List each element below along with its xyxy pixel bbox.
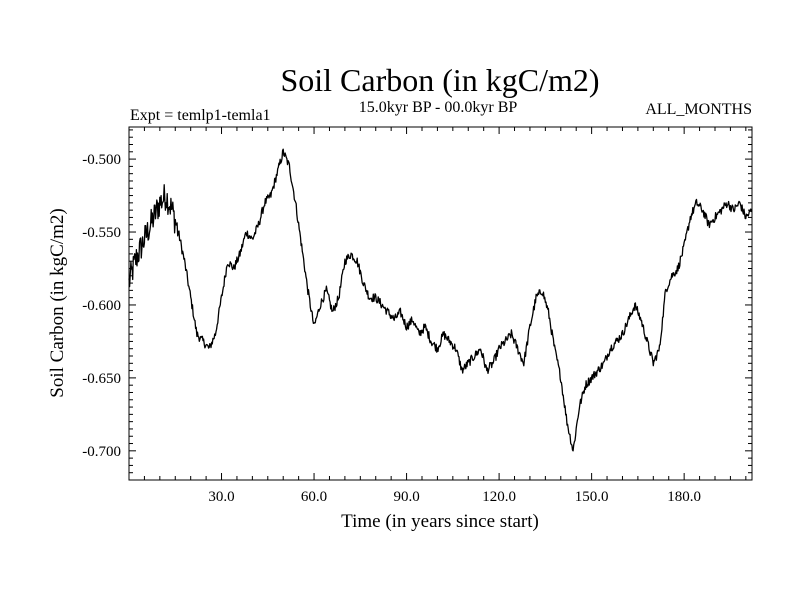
- y-tick-label: -0.700: [82, 444, 121, 460]
- y-tick-label: -0.500: [82, 152, 121, 168]
- y-axis-label: Soil Carbon (in kgC/m2): [47, 208, 68, 397]
- x-axis-ticks: 30.0 60.0 90.0 120.0 150.0 180.0: [143, 127, 747, 505]
- y-tick-label: -0.550: [82, 225, 121, 241]
- x-tick-label: 30.0: [208, 489, 234, 505]
- time-range-label: 15.0kyr BP - 00.0kyr BP: [359, 99, 518, 116]
- y-tick-label: -0.650: [82, 371, 121, 387]
- x-tick-label: 120.0: [482, 489, 516, 505]
- y-axis-ticks: -0.500 -0.550 -0.600 -0.650 -0.700: [82, 129, 752, 474]
- plot-frame: [128, 126, 753, 481]
- y-tick-label: -0.600: [82, 298, 121, 314]
- x-tick-label: 90.0: [393, 489, 419, 505]
- x-axis-label: Time (in years since start): [341, 511, 539, 532]
- series-line: [128, 148, 753, 452]
- x-tick-label: 180.0: [667, 489, 701, 505]
- x-tick-label: 60.0: [301, 489, 327, 505]
- x-tick-label: 150.0: [575, 489, 609, 505]
- chart-title: Soil Carbon (in kgC/m2): [280, 62, 599, 98]
- experiment-label: Expt = temlp1-temla1: [130, 107, 271, 124]
- months-label: ALL_MONTHS: [645, 101, 752, 118]
- series-layer: [128, 148, 753, 452]
